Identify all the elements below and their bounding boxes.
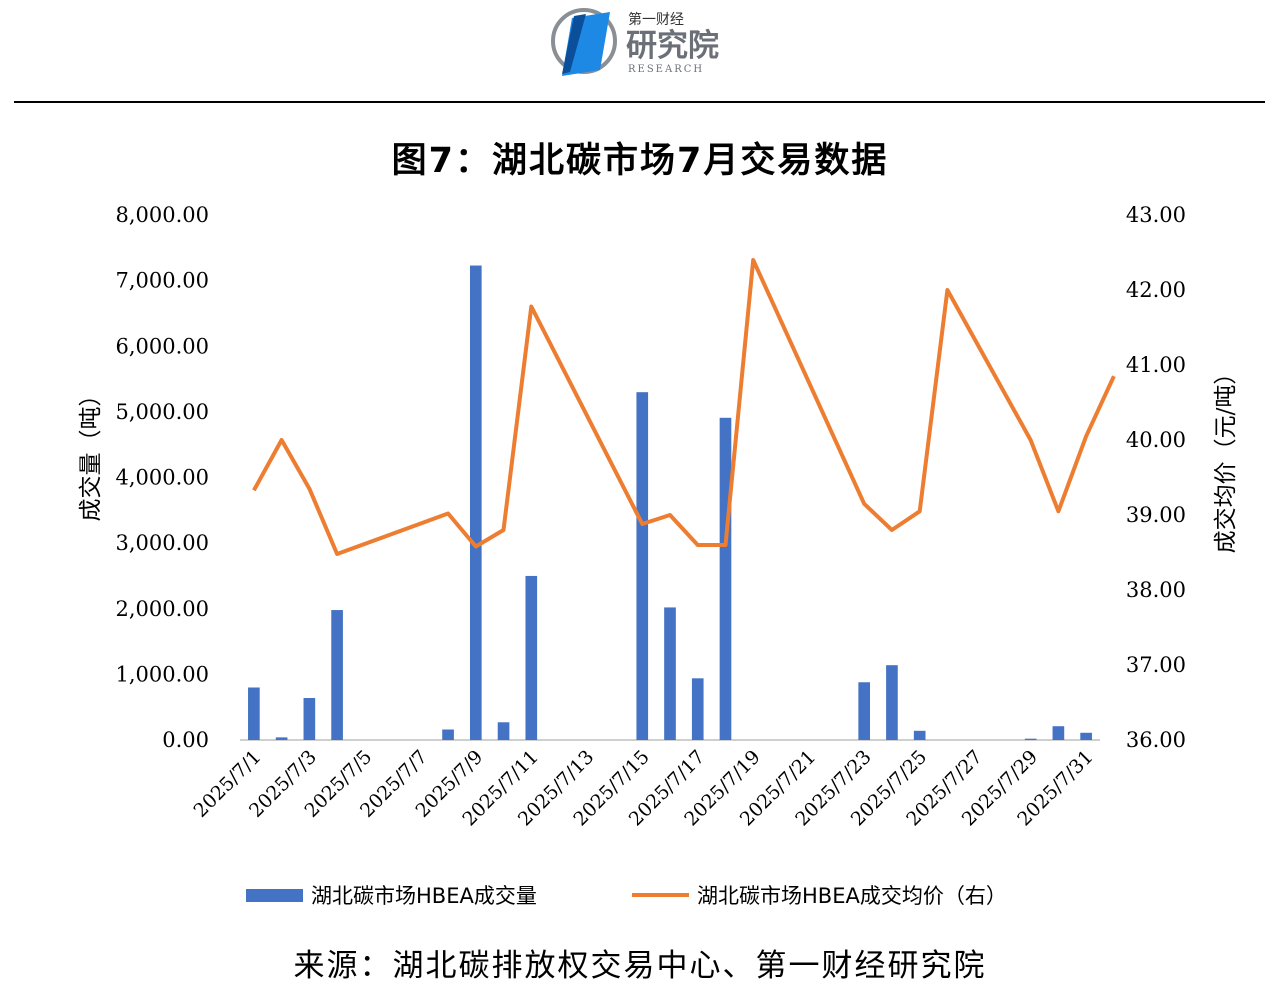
bar (719, 417, 732, 740)
y-left-tick-label: 7,000.00 (115, 269, 209, 293)
bar (525, 575, 538, 740)
legend-swatch-bar (246, 888, 303, 902)
bar (636, 392, 649, 740)
line-series (252, 258, 1116, 556)
y-right-tick-label: 37.00 (1126, 653, 1186, 677)
logo: 第一财经 研究院 RESEARCH (548, 4, 738, 78)
legend-item-volume: 湖北碳市场HBEA成交量 (246, 880, 537, 910)
y-left-tick-label: 6,000.00 (115, 334, 209, 358)
legend-label-volume: 湖北碳市场HBEA成交量 (311, 884, 537, 908)
bar (913, 730, 926, 740)
bar (497, 722, 510, 740)
y-axis-labels: 0.00 1,000.00 2,000.00 3,000.00 4,000.00 5,00… (78, 203, 1239, 752)
bar (664, 607, 676, 740)
bar (469, 265, 482, 740)
y-right-tick-label: 41.00 (1126, 353, 1186, 377)
bar (886, 665, 898, 740)
bar (275, 737, 288, 740)
source-note: 来源：湖北碳排放权交易中心、第一财经研究院 (293, 948, 987, 984)
chart-title: 图7：湖北碳市场7月交易数据 (391, 141, 889, 181)
header-rule (14, 101, 1265, 103)
y-right-tick-label: 39.00 (1126, 503, 1186, 527)
bar-series (248, 265, 1092, 740)
y-right-tick-label: 43.00 (1126, 203, 1186, 227)
x-axis-labels: 2025/7/12025/7/32025/7/52025/7/72025/7/9… (190, 746, 1098, 830)
y-left-tick-label: 8,000.00 (115, 203, 209, 227)
logo-line3: RESEARCH (628, 64, 704, 75)
bar (248, 687, 260, 740)
legend-label-price: 湖北碳市场HBEA成交均价（右） (697, 884, 1007, 908)
logo-line2: 研究院 (626, 28, 719, 64)
y-left-axis-title: 成交量（吨） (78, 384, 104, 522)
legend: 湖北碳市场HBEA成交量 湖北碳市场HBEA成交均价（右） (0, 880, 1280, 916)
y-right-tick-label: 36.00 (1126, 728, 1186, 752)
y-left-tick-label: 1,000.00 (115, 662, 209, 686)
chart-area: 0.00 1,000.00 2,000.00 3,000.00 4,000.00 5,00… (78, 203, 1239, 830)
y-right-tick-label: 40.00 (1126, 428, 1186, 452)
bar (691, 678, 704, 740)
y-left-tick-label: 4,000.00 (115, 466, 209, 490)
y-left-tick-label: 0.00 (162, 728, 209, 752)
bar (1024, 738, 1037, 740)
y-right-tick-label: 42.00 (1126, 278, 1186, 302)
y-left-tick-label: 2,000.00 (115, 597, 209, 621)
logo-emblem-icon: 第一财经 研究院 RESEARCH (551, 8, 719, 76)
bar (1080, 732, 1092, 740)
y-left-tick-label: 3,000.00 (115, 531, 209, 555)
price-line (252, 258, 1116, 556)
bar (442, 729, 454, 740)
legend-item-price: 湖北碳市场HBEA成交均价（右） (632, 880, 1007, 910)
legend-swatch-line (632, 893, 689, 897)
bar (331, 610, 343, 740)
y-left-tick-label: 5,000.00 (115, 400, 209, 424)
y-right-tick-label: 38.00 (1126, 578, 1186, 602)
bar (303, 698, 316, 740)
bar (1052, 726, 1065, 740)
y-right-axis-title: 成交均价（元/吨） (1213, 362, 1239, 554)
bar (858, 682, 871, 740)
logo-line1: 第一财经 (628, 11, 684, 28)
